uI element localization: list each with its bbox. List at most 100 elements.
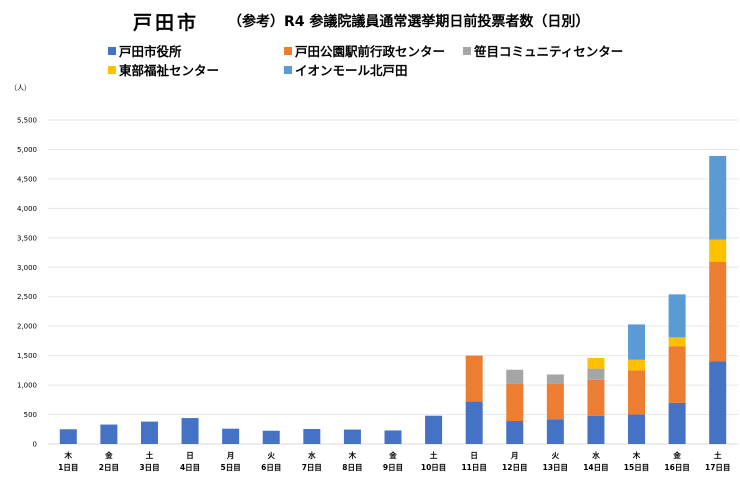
bar-segment — [628, 414, 646, 444]
legend-swatch — [284, 65, 292, 74]
bar-segment — [262, 430, 280, 444]
bar-segment — [546, 374, 564, 384]
y-tick-label: 1,000 — [17, 382, 37, 390]
legend-item-todakoen: 戸田公園駅前行政センター — [284, 41, 445, 60]
legend-item-aeon: イオンモール北戸田 — [284, 60, 408, 79]
bar-segment — [303, 428, 321, 444]
legend-label: イオンモール北戸田 — [295, 63, 408, 78]
x-tick-day: 16日目 — [664, 463, 689, 472]
x-tick-day: 12日目 — [502, 463, 527, 472]
bar-segment — [222, 428, 240, 444]
bar-segment — [181, 418, 199, 444]
bar-segment — [709, 239, 727, 262]
y-tick-label: 5,000 — [17, 146, 37, 154]
legend-swatch — [463, 46, 471, 55]
bar-segment — [668, 294, 686, 338]
y-tick-label: 4,500 — [17, 175, 37, 183]
bar-segment — [546, 419, 564, 444]
x-tick-weekday: 土 — [146, 450, 154, 460]
x-tick-day: 4日目 — [180, 463, 200, 472]
x-tick-day: 13日目 — [543, 463, 568, 472]
y-tick-label: 2,000 — [17, 323, 37, 331]
bar-segment — [546, 383, 564, 420]
x-tick-day: 17日目 — [705, 463, 730, 472]
bar-segment — [587, 415, 605, 444]
x-tick-weekday: 木 — [348, 450, 357, 460]
x-tick-weekday: 火 — [267, 451, 275, 460]
x-tick-day: 10日目 — [421, 463, 446, 472]
x-tick-day: 9日目 — [383, 463, 403, 472]
y-tick-label: 2,500 — [17, 293, 37, 301]
legend-label: 戸田公園駅前行政センター — [295, 44, 446, 59]
x-tick-day: 5日目 — [221, 463, 241, 472]
bar-segment — [465, 401, 483, 444]
x-tick-weekday: 土 — [714, 450, 722, 460]
bar-segment — [668, 346, 686, 403]
chart-title-sub: （参考）R4 参議院議員通常選挙期日前投票者数（日別） — [228, 14, 590, 30]
y-axis-unit: （人） — [10, 84, 31, 92]
bar-segment — [587, 379, 605, 416]
bar-segment — [709, 261, 727, 362]
x-tick-day: 3日目 — [139, 463, 159, 472]
bar-segment — [709, 361, 727, 444]
bar-segment — [709, 155, 727, 240]
bar-segment — [587, 368, 605, 380]
bar-segment — [425, 415, 443, 444]
y-tick-label: 1,500 — [17, 352, 37, 360]
bar-segment — [59, 429, 77, 444]
x-tick-day: 2日目 — [99, 463, 119, 472]
bar-segment — [506, 383, 524, 422]
x-tick-day: 1日目 — [58, 463, 78, 472]
x-tick-weekday: 土 — [430, 450, 438, 460]
bar-segment — [100, 424, 118, 444]
bar-segment — [668, 402, 686, 444]
legend-label: 戸田市役所 — [119, 44, 182, 59]
bar-segment — [587, 357, 605, 369]
x-tick-weekday: 金 — [388, 450, 397, 460]
bar-segment — [628, 324, 646, 360]
y-tick-label: 0 — [33, 441, 37, 449]
x-tick-weekday: 火 — [552, 451, 560, 460]
x-tick-day: 14日目 — [583, 463, 608, 472]
x-tick-weekday: 水 — [308, 450, 316, 460]
legend-swatch — [108, 46, 116, 55]
bar-segment — [628, 359, 646, 371]
x-tick-day: 11日目 — [461, 463, 486, 472]
x-tick-day: 15日目 — [624, 463, 649, 472]
x-tick-day: 8日目 — [342, 463, 362, 472]
bar-segment — [343, 429, 361, 444]
legend-item-tobu: 東部福祉センター — [108, 60, 219, 79]
bar-segment — [465, 355, 483, 402]
x-tick-weekday: 水 — [592, 450, 600, 460]
legend-item-sasame: 笹目コミュニティセンター — [463, 41, 623, 60]
legend-label: 東部福祉センター — [119, 63, 220, 78]
bar-segment — [506, 369, 524, 384]
y-tick-label: 500 — [24, 411, 37, 419]
bar-segment — [628, 370, 646, 415]
x-tick-weekday: 金 — [104, 450, 113, 460]
bar-segment — [384, 430, 402, 444]
chart-title-main: 戸田市 — [133, 12, 200, 34]
x-tick-weekday: 日 — [186, 451, 194, 460]
y-tick-label: 4,000 — [17, 205, 37, 213]
y-tick-label: 5,500 — [17, 117, 37, 125]
x-tick-weekday: 月 — [510, 451, 519, 460]
legend-label: 笹目コミュニティセンター — [474, 44, 624, 59]
bar-segment — [140, 421, 158, 444]
y-tick-label: 3,500 — [17, 234, 37, 242]
bar-segment — [668, 337, 686, 347]
legend-swatch — [284, 46, 292, 55]
x-tick-weekday: 金 — [672, 450, 681, 460]
x-tick-weekday: 木 — [632, 450, 641, 460]
x-tick-day: 6日目 — [261, 463, 281, 472]
bar-segment — [506, 421, 524, 444]
chart-title: 戸田市 （参考）R4 参議院議員通常選挙期日前投票者数（日別） — [0, 8, 740, 34]
x-tick-weekday: 木 — [64, 450, 73, 460]
x-tick-day: 7日目 — [302, 463, 322, 472]
legend-item-shiyakusho: 戸田市役所 — [108, 41, 182, 60]
x-tick-weekday: 月 — [226, 451, 235, 460]
legend-swatch — [108, 65, 116, 74]
x-tick-weekday: 日 — [470, 451, 478, 460]
y-tick-label: 3,000 — [17, 264, 37, 272]
